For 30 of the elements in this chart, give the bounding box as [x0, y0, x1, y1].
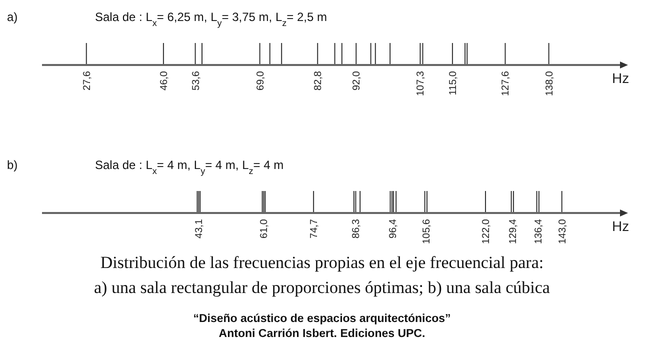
x-tick-label: 27,6	[82, 70, 93, 90]
x-tick-label: 86,3	[351, 218, 362, 238]
chart-title: Sala de : L$_{x}$= 4 m, L$_{y}$= 4 m, L$_{z}$= 4 m	[95, 158, 284, 176]
chart-title: Sala de : L$_{x}$= 6,25 m, L$_{y}$= 3,75 m, L$_{z}$= 2,5 m	[95, 10, 327, 28]
x-tick-label: 96,4	[388, 218, 399, 238]
x-tick-label: 61,0	[259, 218, 270, 238]
x-axis-title: Hz	[612, 218, 630, 234]
text: a) una sala rectangular de proporciones óptimas; b) una sala cúbica	[94, 278, 550, 297]
text: Antoni Carrión Isbert. Ediciones UPC.	[218, 328, 426, 340]
x-tick-label: 46,0	[158, 70, 170, 90]
x-tick-label: 43,1	[194, 218, 206, 238]
x-tick-label: 138,0	[544, 70, 556, 96]
x-axis-title: Hz	[612, 70, 630, 86]
x-tick-label: 53,6	[190, 70, 202, 90]
text: “Diseño acústico de espacios arquitectónicos”	[193, 313, 451, 325]
text: a)	[7, 10, 18, 24]
x-tick-label: 143,0	[557, 218, 568, 244]
x-tick-label: 82,8	[313, 70, 324, 90]
x-tick-label: 136,4	[533, 218, 544, 244]
text: b)	[7, 158, 18, 172]
x-tick-label: 127,6	[500, 70, 512, 96]
x-tick-label: 122,0	[480, 218, 492, 244]
x-tick-label: 74,7	[309, 218, 320, 238]
text: Distribución de las frecuencias propias en el eje frecuencial para:	[100, 253, 544, 272]
x-tick-label: 107,3	[416, 70, 427, 96]
x-tick-label: 92,0	[352, 70, 363, 90]
x-tick-label: 129,4	[508, 218, 519, 244]
x-tick-label: 69,0	[255, 70, 266, 90]
x-tick-label: 105,6	[421, 218, 432, 244]
x-tick-label: 115,0	[448, 70, 459, 96]
